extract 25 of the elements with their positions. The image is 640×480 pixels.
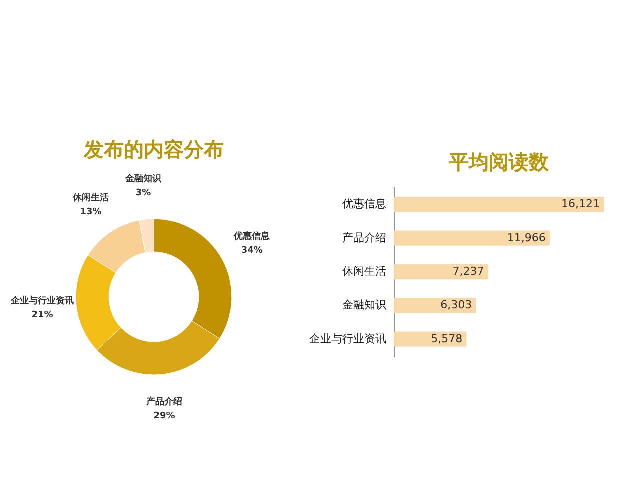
data-label: 29% (154, 412, 176, 422)
y-tick-label: 企业与行业资讯 (310, 332, 386, 346)
y-tick-label: 休闲生活 (342, 265, 386, 278)
chart-title: 发布的内容分布 (83, 137, 224, 162)
bar (394, 230, 550, 246)
data-label: 6,303 (440, 298, 472, 312)
data-label: 16,121 (562, 198, 600, 211)
slice-label: 企业与行业资讯 (10, 296, 74, 307)
data-label: 11,966 (507, 231, 546, 244)
slice-label: 休闲生活 (72, 192, 110, 204)
data-label: 3% (136, 188, 152, 198)
bar (394, 197, 604, 212)
bar (394, 264, 488, 280)
y-tick-label: 产品介绍 (342, 231, 386, 244)
chart-title: 平均阅读数 (448, 150, 550, 174)
data-label: 13% (80, 207, 102, 218)
data-label: 21% (32, 310, 54, 321)
y-tick-label: 金融知识 (342, 298, 386, 312)
data-label: 5,578 (431, 332, 463, 346)
y-tick-label: 优惠信息 (342, 198, 386, 211)
slice-label: 产品介绍 (146, 396, 183, 408)
slice-label: 优惠信息 (233, 231, 272, 242)
slice-label: 金融知识 (124, 173, 162, 184)
data-label: 34% (241, 246, 263, 256)
data-label: 7,237 (452, 265, 484, 278)
